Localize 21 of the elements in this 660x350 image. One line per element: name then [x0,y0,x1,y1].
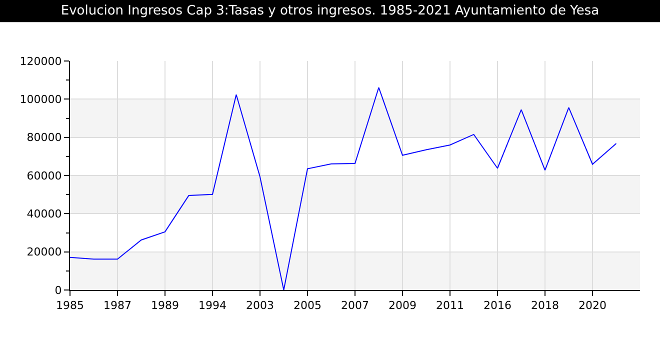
y-tick-label: 120000 [20,54,62,68]
x-tick-label: 1985 [56,299,84,312]
chart-title: Evolucion Ingresos Cap 3:Tasas y otros ingresos. 1985-2021 Ayuntamiento de Yesa [60,3,600,18]
y-tick-label: 20000 [26,246,62,259]
x-tick-label: 2018 [531,299,559,312]
x-tick-label: 2005 [294,299,322,312]
x-tick-label: 2003 [246,299,274,312]
y-tick-label: 60000 [26,169,62,182]
x-tick-label: 2011 [436,299,464,312]
x-tick-label: 2007 [341,299,369,312]
y-tick-label: 0 [54,284,62,297]
x-tick-label: 2009 [388,299,416,312]
y-tick-label: 40000 [26,208,62,221]
x-tick-label: 2016 [484,299,512,312]
x-tick-label: 1994 [198,299,226,312]
x-tick-label: 1987 [104,299,132,312]
x-tick-label: 1989 [151,299,179,312]
x-tick-label: 2020 [578,299,606,312]
y-tick-label: 100000 [20,93,62,106]
y-tick-label: 80000 [26,131,62,144]
line-series [70,87,617,290]
